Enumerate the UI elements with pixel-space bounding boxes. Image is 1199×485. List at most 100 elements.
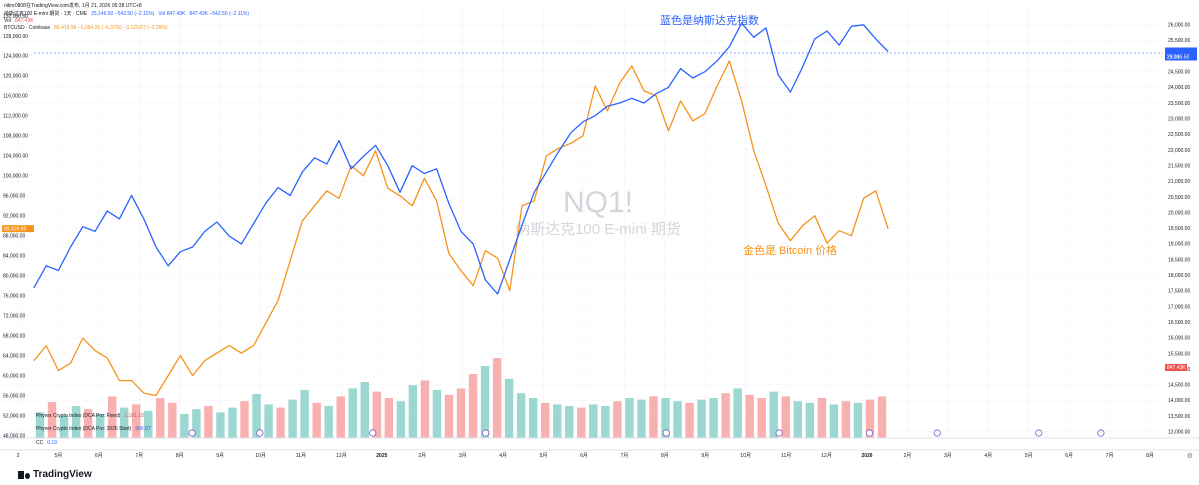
volume-bar xyxy=(577,407,586,438)
right-price-axis[interactable]: 26,000.0025,500.0025,000.0024,500.0024,0… xyxy=(1168,23,1190,436)
right-tick-label: 22,500.00 xyxy=(1168,132,1190,138)
header-btc-line[interactable]: BTCUSD · Coinbase 89,419.99 −6,084.01 (−6… xyxy=(4,25,168,32)
indicator-dca-fixed[interactable]: Phyrex Crypto Index (DCA Pro: Fixed) 1,18… xyxy=(36,413,144,420)
nq-line-point xyxy=(399,191,401,193)
indicator-dca-2026[interactable]: Phyrex Crypto Index (DCA Pro: 2026 Start… xyxy=(36,426,151,433)
nq-line-point xyxy=(167,265,169,267)
nq-line-point xyxy=(411,165,413,167)
x-tick-label: 2月 xyxy=(418,453,426,459)
left-tick-label: 92,000.00 xyxy=(3,214,25,220)
btc-last-price-bg xyxy=(2,225,34,233)
nq-line-point xyxy=(607,105,608,107)
volume-bars xyxy=(35,358,887,438)
tradingview-brand[interactable]: TradingView xyxy=(18,469,92,480)
gear-icon[interactable]: ⚙ xyxy=(1186,453,1193,460)
header-publish-line: nitinr0808在TradingView.com发布, 1月 21, 202… xyxy=(4,3,142,9)
btc-series xyxy=(33,60,889,397)
event-marker[interactable] xyxy=(256,429,264,437)
volume-bar xyxy=(865,399,875,438)
nq-line-point xyxy=(387,165,389,167)
btc-line-point xyxy=(436,200,437,202)
btc-line-point xyxy=(790,240,791,242)
right-tick-label: 13,000.00 xyxy=(1168,430,1190,436)
event-marker[interactable] xyxy=(775,429,783,437)
nq-line-point xyxy=(216,221,218,223)
nq-line-point xyxy=(94,230,96,232)
x-tick-label: 6月 xyxy=(1065,453,1073,459)
right-tick-label: 16,000.00 xyxy=(1168,336,1190,342)
nq-line-point xyxy=(692,77,694,79)
left-tick-label: 88,000.00 xyxy=(3,234,25,240)
event-marker[interactable] xyxy=(1035,429,1043,437)
event-marker[interactable] xyxy=(865,429,874,437)
right-tick-label: 25,500.00 xyxy=(1168,38,1190,44)
btc-line-point xyxy=(704,112,706,114)
btc-line-point xyxy=(106,357,108,359)
left-tick-label: 64,000.00 xyxy=(3,353,25,359)
left-tick-label: 52,000.00 xyxy=(3,413,25,419)
header-vol-line[interactable]: Vol 847.43K xyxy=(4,18,34,25)
btc-line-point xyxy=(302,220,303,222)
btc-line-point xyxy=(399,195,401,197)
event-marker[interactable] xyxy=(481,429,490,437)
indicator-cc[interactable]: CC 0.19 xyxy=(36,440,57,447)
x-tick-label: 3月 xyxy=(944,453,952,459)
volume-bar xyxy=(192,409,201,438)
event-marker[interactable] xyxy=(662,429,670,437)
btc-line-point xyxy=(655,95,657,97)
btc-line-point xyxy=(851,235,852,237)
indicator-value: 996.87 xyxy=(135,426,151,432)
btc-line-point xyxy=(253,345,255,347)
right-tick-label: 20,000.00 xyxy=(1168,210,1190,216)
btc-values: 89,419.99 −6,084.01 (−6.37%) −3,129.67 (… xyxy=(54,25,168,31)
btc-line-point xyxy=(680,100,681,102)
btc-line-point xyxy=(826,242,828,244)
event-marker[interactable] xyxy=(369,429,377,437)
x-tick-label: 7月 xyxy=(621,453,629,459)
volume-bar xyxy=(360,382,369,438)
btc-line-point xyxy=(814,215,816,217)
left-price-axis[interactable]: 132,000.00 128,000.00 124,000.00 120,000.00… xyxy=(3,14,28,440)
header-nq-line[interactable]: 纳斯达克100 E-mini 期货 · 1天 · CME 25,146.50 −5… xyxy=(4,11,249,18)
nq-line-point xyxy=(338,140,340,142)
volume-bar xyxy=(120,407,129,438)
btc-line-point xyxy=(228,345,230,347)
event-marker[interactable] xyxy=(933,429,941,437)
event-markers[interactable] xyxy=(188,429,1105,437)
nq-line-point xyxy=(875,38,877,40)
volume-bar xyxy=(480,366,490,438)
x-tick-label: 2 xyxy=(17,453,20,459)
x-tick-label: 12月 xyxy=(821,453,832,459)
nq-line-point xyxy=(741,22,742,24)
volume-bar xyxy=(59,415,69,438)
nq-line-point xyxy=(631,97,633,99)
btc-line-point xyxy=(582,135,584,137)
btc-line-point xyxy=(497,257,498,259)
vol-last-value: 847.43K xyxy=(1165,364,1187,371)
nq-line-point xyxy=(851,25,852,27)
volume-bar xyxy=(504,378,514,438)
btc-line-point xyxy=(375,150,376,152)
nq-last-price: 25,146.50 xyxy=(1165,47,1197,61)
nq-line-point xyxy=(802,66,803,68)
vol-inline: Vol 847.43K xyxy=(158,11,186,17)
x-tick-label: 11月 xyxy=(781,453,791,459)
event-marker[interactable] xyxy=(1097,429,1105,437)
volume-bar xyxy=(95,414,105,438)
volume-bar xyxy=(336,396,345,438)
x-tick-label: 6月 xyxy=(95,453,103,459)
volume-bar xyxy=(733,388,742,438)
brand-name: TradingView xyxy=(33,469,92,480)
volume-bar xyxy=(372,391,382,438)
btc-line-point xyxy=(716,85,718,87)
nq-line-point xyxy=(485,279,486,281)
time-axis[interactable]: 2 5月 6月 7月 8月 9月 10月 11月 12月 2025 2月 3月 4月 5月 6月 7月 8月 9月… xyxy=(17,453,1154,459)
nq-line-point xyxy=(448,202,450,204)
btc-line-point xyxy=(558,147,559,149)
btc-line-point xyxy=(668,130,669,132)
event-marker[interactable] xyxy=(188,429,196,437)
volume-bar xyxy=(589,404,598,438)
btc-line-point xyxy=(594,85,596,87)
nq-line-point xyxy=(253,223,255,224)
